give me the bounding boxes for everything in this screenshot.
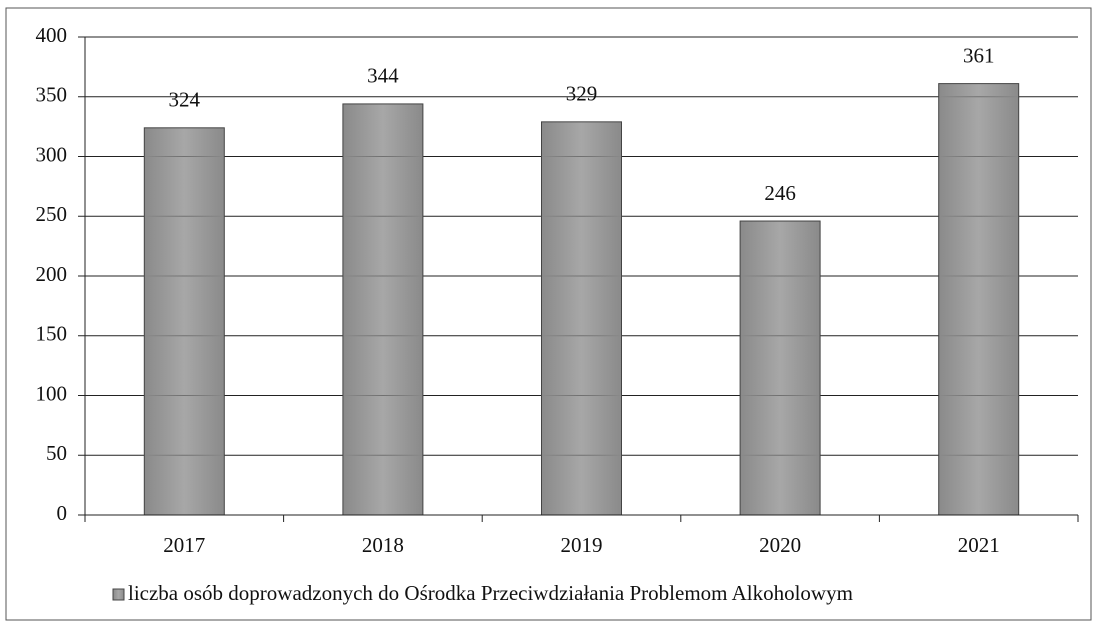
x-tick-label: 2020 bbox=[759, 533, 801, 557]
data-label: 246 bbox=[764, 181, 796, 205]
x-tick-label: 2021 bbox=[958, 533, 1000, 557]
chart-frame bbox=[5, 7, 1092, 621]
bar bbox=[143, 127, 225, 516]
y-tick-label: 300 bbox=[36, 142, 68, 166]
y-tick-label: 50 bbox=[46, 441, 67, 465]
bar bbox=[739, 220, 821, 516]
bar bbox=[938, 83, 1020, 516]
x-tick-label: 2017 bbox=[163, 533, 205, 557]
y-tick-label: 0 bbox=[57, 501, 68, 525]
x-tick-label: 2019 bbox=[561, 533, 603, 557]
y-tick-label: 400 bbox=[36, 23, 68, 47]
y-tick-label: 250 bbox=[36, 202, 68, 226]
y-tick-label: 150 bbox=[36, 322, 68, 346]
data-label: 324 bbox=[169, 88, 201, 112]
bar bbox=[342, 103, 424, 516]
data-label: 329 bbox=[566, 82, 598, 106]
data-label: 344 bbox=[367, 64, 399, 88]
data-label: 361 bbox=[963, 43, 995, 67]
y-tick-label: 350 bbox=[36, 83, 68, 107]
x-tick-label: 2018 bbox=[362, 533, 404, 557]
y-tick-label: 100 bbox=[36, 381, 68, 405]
y-tick-label: 200 bbox=[36, 262, 68, 286]
legend-label: liczba osób doprowadzonych do Ośrodka Pr… bbox=[128, 581, 853, 605]
legend-swatch bbox=[112, 588, 125, 601]
bar bbox=[541, 121, 622, 516]
